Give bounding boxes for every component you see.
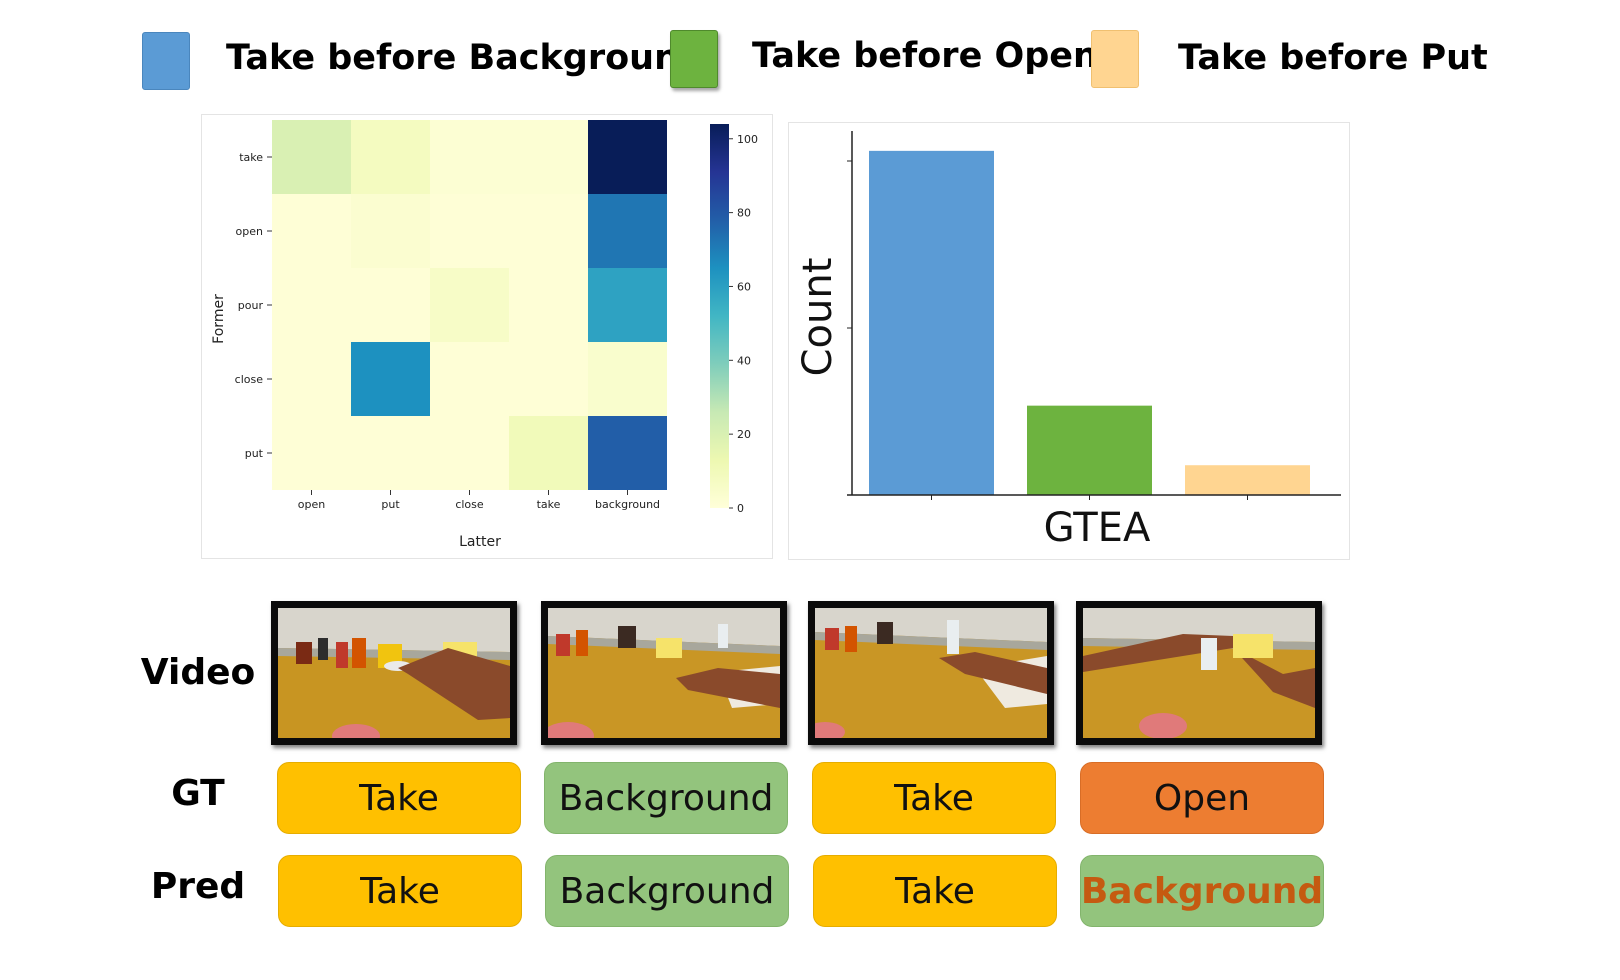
legend-label: Take before Put bbox=[1178, 38, 1488, 78]
bar-xlabel: GTEA bbox=[1044, 505, 1151, 551]
heatmap-panel: take open pour close put open put close take back… bbox=[201, 114, 773, 559]
legend-swatch-green bbox=[670, 30, 718, 88]
heatmap-x-tick-label: close bbox=[455, 498, 484, 511]
pred-row-label: Pred bbox=[150, 866, 246, 907]
colorbar-tick-label: 20 bbox=[737, 428, 751, 441]
heatmap-cell bbox=[351, 120, 430, 194]
heatmap-y-tick-label: open bbox=[236, 225, 263, 238]
colorbar-tick-label: 100 bbox=[737, 133, 758, 146]
heatmap-chart: take open pour close put open put close take back… bbox=[211, 120, 758, 550]
heatmap-cell bbox=[272, 416, 351, 490]
heatmap-cell bbox=[351, 342, 430, 416]
heatmap-cell bbox=[351, 416, 430, 490]
heatmap-cell bbox=[509, 194, 588, 268]
heatmap-xlabel: Latter bbox=[459, 534, 501, 550]
heatmap-x-tick-label: put bbox=[381, 498, 400, 511]
legend: Take before Background Take before Open … bbox=[0, 0, 1620, 110]
colorbar-tick-label: 60 bbox=[737, 280, 751, 293]
bar-ylabel: Count bbox=[795, 258, 841, 377]
video-frame bbox=[541, 601, 787, 745]
heatmap-cell bbox=[351, 194, 430, 268]
legend-swatch-blue bbox=[142, 32, 190, 90]
heatmap-ylabel: Former bbox=[211, 294, 227, 344]
heatmap-cell bbox=[430, 342, 509, 416]
video-frame-image bbox=[815, 608, 1047, 738]
bar bbox=[1027, 405, 1152, 495]
heatmap-cell bbox=[509, 416, 588, 490]
heatmap-cell bbox=[351, 268, 430, 342]
video-frame bbox=[1076, 601, 1322, 745]
video-row-label: Video bbox=[140, 652, 256, 693]
heatmap-cell bbox=[509, 120, 588, 194]
bar-chart: Count GTEA bbox=[795, 131, 1341, 551]
pred-label-incorrect: Background bbox=[1080, 855, 1324, 927]
heatmap-cell bbox=[588, 194, 667, 268]
heatmap-y-tick-label: pour bbox=[238, 299, 264, 312]
heatmap-x-tick-label: take bbox=[537, 498, 561, 511]
heatmap-cell bbox=[509, 268, 588, 342]
heatmap-cell bbox=[430, 416, 509, 490]
video-frame bbox=[271, 601, 517, 745]
colorbar-tick-label: 80 bbox=[737, 207, 751, 220]
pred-label: Take bbox=[278, 855, 522, 927]
gt-label: Background bbox=[544, 762, 788, 834]
legend-label: Take before Background bbox=[226, 38, 705, 78]
video-frame bbox=[808, 601, 1054, 745]
heatmap-cell bbox=[272, 194, 351, 268]
bar bbox=[1185, 465, 1310, 495]
heatmap-cell bbox=[430, 194, 509, 268]
heatmap-cell bbox=[588, 342, 667, 416]
pred-label: Take bbox=[813, 855, 1057, 927]
heatmap-x-tick-label: background bbox=[595, 498, 660, 511]
colorbar bbox=[710, 124, 729, 508]
legend-swatch-orange bbox=[1091, 30, 1139, 88]
gt-row-label: GT bbox=[171, 773, 225, 814]
bar-chart-panel: Count GTEA bbox=[788, 122, 1350, 560]
video-frame-image bbox=[1083, 608, 1315, 738]
heatmap-cell bbox=[430, 268, 509, 342]
legend-label: Take before Open bbox=[752, 36, 1098, 76]
heatmap-cell bbox=[430, 120, 509, 194]
pred-label: Background bbox=[545, 855, 789, 927]
video-frame-image bbox=[548, 608, 780, 738]
heatmap-x-tick-label: open bbox=[298, 498, 325, 511]
bar bbox=[869, 150, 994, 495]
colorbar-tick-label: 40 bbox=[737, 354, 751, 367]
heatmap-cell bbox=[588, 268, 667, 342]
heatmap-cell bbox=[272, 120, 351, 194]
heatmap-cell bbox=[272, 342, 351, 416]
heatmap-y-tick-label: close bbox=[235, 373, 264, 386]
video-frame-image bbox=[278, 608, 510, 738]
heatmap-y-tick-label: put bbox=[245, 447, 264, 460]
gt-label: Take bbox=[277, 762, 521, 834]
heatmap-cell bbox=[509, 342, 588, 416]
colorbar-tick-label: 0 bbox=[737, 502, 744, 515]
gt-label: Open bbox=[1080, 762, 1324, 834]
heatmap-cell bbox=[272, 268, 351, 342]
heatmap-cell bbox=[588, 120, 667, 194]
heatmap-cell bbox=[588, 416, 667, 490]
gt-label: Take bbox=[812, 762, 1056, 834]
heatmap-y-tick-label: take bbox=[239, 151, 263, 164]
